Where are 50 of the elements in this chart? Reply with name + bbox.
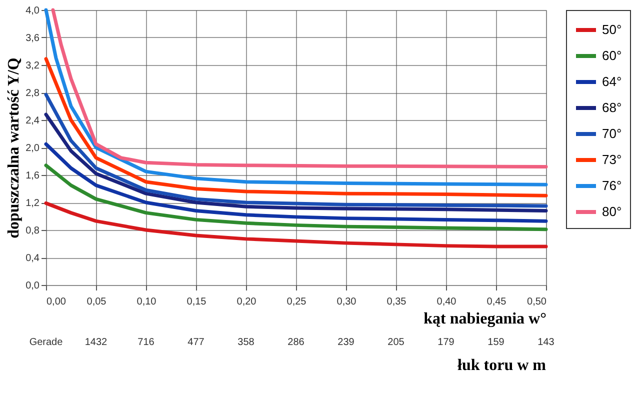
x-tick-label: 0,00 [46,296,66,308]
text: 179 [438,337,455,348]
legend-label: 68° [602,100,622,115]
y-tick-label: 0,4 [26,253,40,264]
line-series [44,57,548,198]
text: Gerade [29,337,64,348]
legend-label: 50° [602,22,622,37]
x-tick-label: 0,15 [186,296,207,308]
text: 143 [538,337,555,348]
x-tick-label: 0,35 [386,296,407,308]
y-tick-label: 4,0 [26,6,40,16]
text: 205 [388,337,405,348]
text: 286 [288,337,305,348]
text: 1432 [84,337,108,348]
text: łuk toru w m [458,357,547,374]
text: 159 [488,337,505,348]
y-tick-label: 2,8 [26,88,40,99]
legend-label: 76° [602,178,622,193]
text: 239 [338,337,355,348]
y-tick-label: 1,2 [26,198,40,209]
line-series [44,92,548,208]
x-tick-label: 0,05 [86,296,107,308]
text: 358 [238,337,255,348]
y-tick-label: 2,0 [26,143,40,154]
legend-label: 73° [602,152,622,167]
x-tick-label: 0,45 [486,296,507,308]
x-tick-label: 0,50 [527,296,547,308]
x-tick-label: 0,40 [436,296,457,308]
line-series [44,142,548,223]
line-series [44,112,548,212]
y-tick-label: 0,0 [26,280,40,292]
x-tick-label: 0,25 [286,296,307,308]
x-tick-label: 0,10 [136,296,157,308]
legend-label: 80° [602,204,622,219]
line-series [44,164,548,232]
y-axis-title: dopuszczalna wartość Y/Q [6,58,23,238]
legend-label: 64° [602,74,622,89]
line-series [44,201,548,248]
x-tick-label: 0,30 [336,296,357,308]
y-tick-label: 3,2 [26,60,40,72]
x-axis-title: kąt nabiegania w° [424,310,546,328]
y-tick-label: 0,8 [26,226,40,236]
text: 716 [138,337,155,348]
y-tick-label: 3,6 [26,33,40,44]
legend-label: 70° [602,126,622,141]
y-tick-label: 2,4 [26,116,40,126]
legend-label: 60° [602,48,622,63]
y-tick-label: 1,6 [26,170,40,182]
text: 477 [188,337,205,348]
x-tick-label: 0,20 [236,296,257,308]
